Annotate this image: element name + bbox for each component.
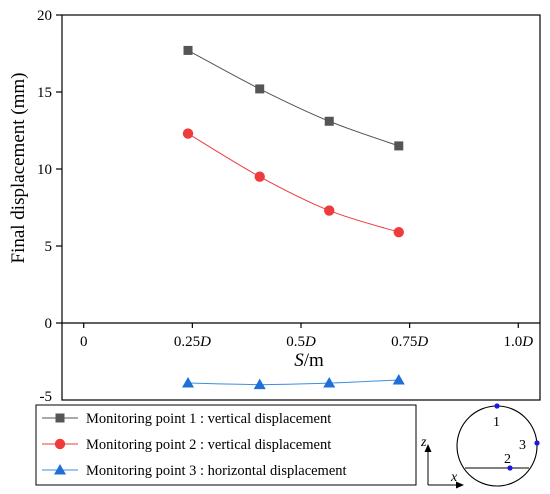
monitoring-point-2-dot bbox=[507, 465, 513, 471]
legend-box bbox=[35, 404, 417, 486]
x-axis-title: S/m bbox=[294, 350, 324, 371]
y-tick-label: 0 bbox=[45, 316, 53, 332]
series-1-line bbox=[187, 49, 399, 147]
inset-label-1: 1 bbox=[493, 415, 500, 430]
series-3-point bbox=[182, 377, 195, 388]
inset-axis-z-label: z bbox=[420, 435, 427, 450]
x-axis-arrow-head bbox=[456, 481, 464, 489]
monitoring-point-1-dot bbox=[494, 403, 500, 409]
series-2-point bbox=[254, 171, 265, 182]
series-1-point bbox=[394, 141, 404, 151]
x-tick-label: 0 bbox=[80, 334, 88, 350]
series-2-line bbox=[187, 133, 399, 233]
series-3-point bbox=[253, 378, 266, 390]
y-ticks: 0 5 10 15 20 -5 bbox=[37, 8, 62, 405]
z-axis-arrow-head bbox=[424, 444, 432, 452]
inset-label-3: 3 bbox=[519, 438, 526, 453]
series-1-point bbox=[183, 45, 193, 55]
legend-marker bbox=[55, 413, 65, 423]
y-tick-label: 5 bbox=[45, 239, 53, 255]
series-2-point bbox=[324, 205, 335, 216]
series-3-line bbox=[188, 379, 399, 386]
x-tick-label: 0.5D bbox=[286, 334, 316, 350]
legend-label: Monitoring point 3 : horizontal displace… bbox=[86, 463, 347, 479]
y-tick-label: -5 bbox=[40, 389, 53, 405]
series-group bbox=[182, 45, 405, 390]
series-1-point bbox=[255, 84, 265, 94]
inset-label-2: 2 bbox=[504, 452, 511, 467]
plot-area bbox=[61, 14, 541, 401]
x-tick-label: 0.75D bbox=[391, 334, 428, 350]
y-tick-label: 10 bbox=[37, 162, 52, 178]
monitoring-point-diagram: 1 2 3 z x bbox=[420, 403, 540, 489]
x-tick-label: 1.0D bbox=[503, 334, 533, 350]
x-ticks: 0 0.25D 0.5D 0.75D 1.0D bbox=[80, 323, 533, 350]
y-axis-title: Final displacement (mm) bbox=[8, 72, 29, 263]
legend: Monitoring point 1 : vertical displaceme… bbox=[35, 404, 417, 486]
y-tick-label: 20 bbox=[37, 8, 52, 24]
legend-label: Monitoring point 2 : vertical displaceme… bbox=[86, 437, 331, 453]
legend-marker bbox=[54, 464, 66, 475]
monitoring-point-3-dot bbox=[534, 440, 540, 446]
y-tick-label: 15 bbox=[37, 85, 52, 101]
series-2-point bbox=[182, 128, 194, 139]
x-tick-label: 0.25D bbox=[174, 334, 211, 350]
series-3-point bbox=[392, 373, 405, 385]
series-1-point bbox=[324, 116, 334, 126]
legend-marker bbox=[54, 438, 66, 450]
series-2-point bbox=[393, 226, 404, 238]
series-3-point bbox=[323, 377, 336, 388]
legend-label: Monitoring point 1 : vertical displaceme… bbox=[86, 411, 331, 427]
inset-axis-x-label: x bbox=[450, 470, 458, 485]
